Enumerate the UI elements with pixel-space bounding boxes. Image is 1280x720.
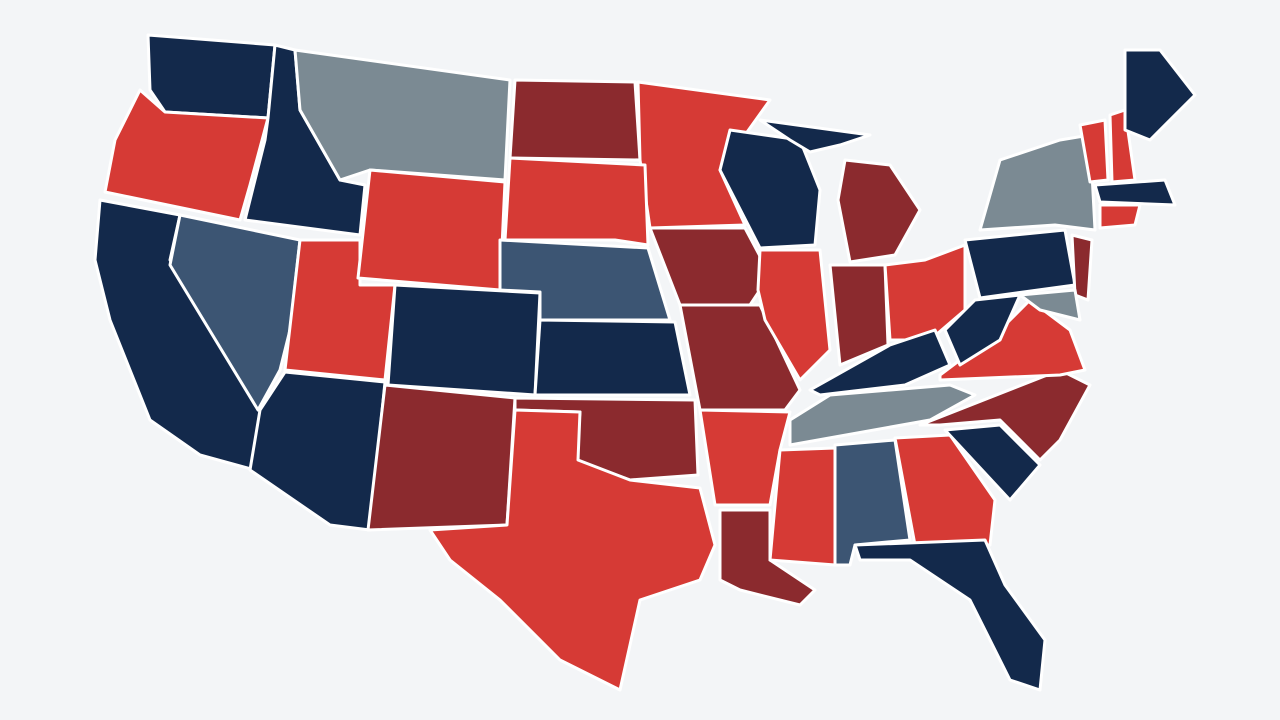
state — [756, 248, 832, 382]
state — [978, 133, 1097, 232]
state — [963, 228, 1077, 300]
state — [853, 538, 1047, 692]
state — [146, 33, 277, 120]
state — [103, 88, 270, 222]
state — [636, 80, 772, 230]
state — [508, 78, 642, 162]
state — [808, 328, 952, 397]
state — [758, 118, 872, 154]
state — [836, 158, 922, 264]
state — [943, 293, 1022, 367]
states — [93, 33, 1197, 692]
state — [893, 433, 997, 547]
state — [718, 508, 817, 607]
state — [943, 423, 1042, 502]
state — [533, 318, 692, 397]
state — [788, 383, 977, 447]
state — [1018, 288, 1082, 322]
state — [1098, 203, 1142, 230]
state — [1070, 233, 1094, 302]
state — [1108, 108, 1137, 184]
state — [1123, 48, 1197, 142]
state — [356, 168, 507, 292]
state — [768, 446, 837, 567]
state — [428, 408, 717, 692]
state — [698, 408, 792, 507]
state — [1093, 178, 1177, 207]
state — [1078, 118, 1110, 184]
state — [248, 370, 387, 532]
state — [503, 156, 650, 247]
state — [386, 283, 542, 397]
state — [366, 383, 517, 532]
